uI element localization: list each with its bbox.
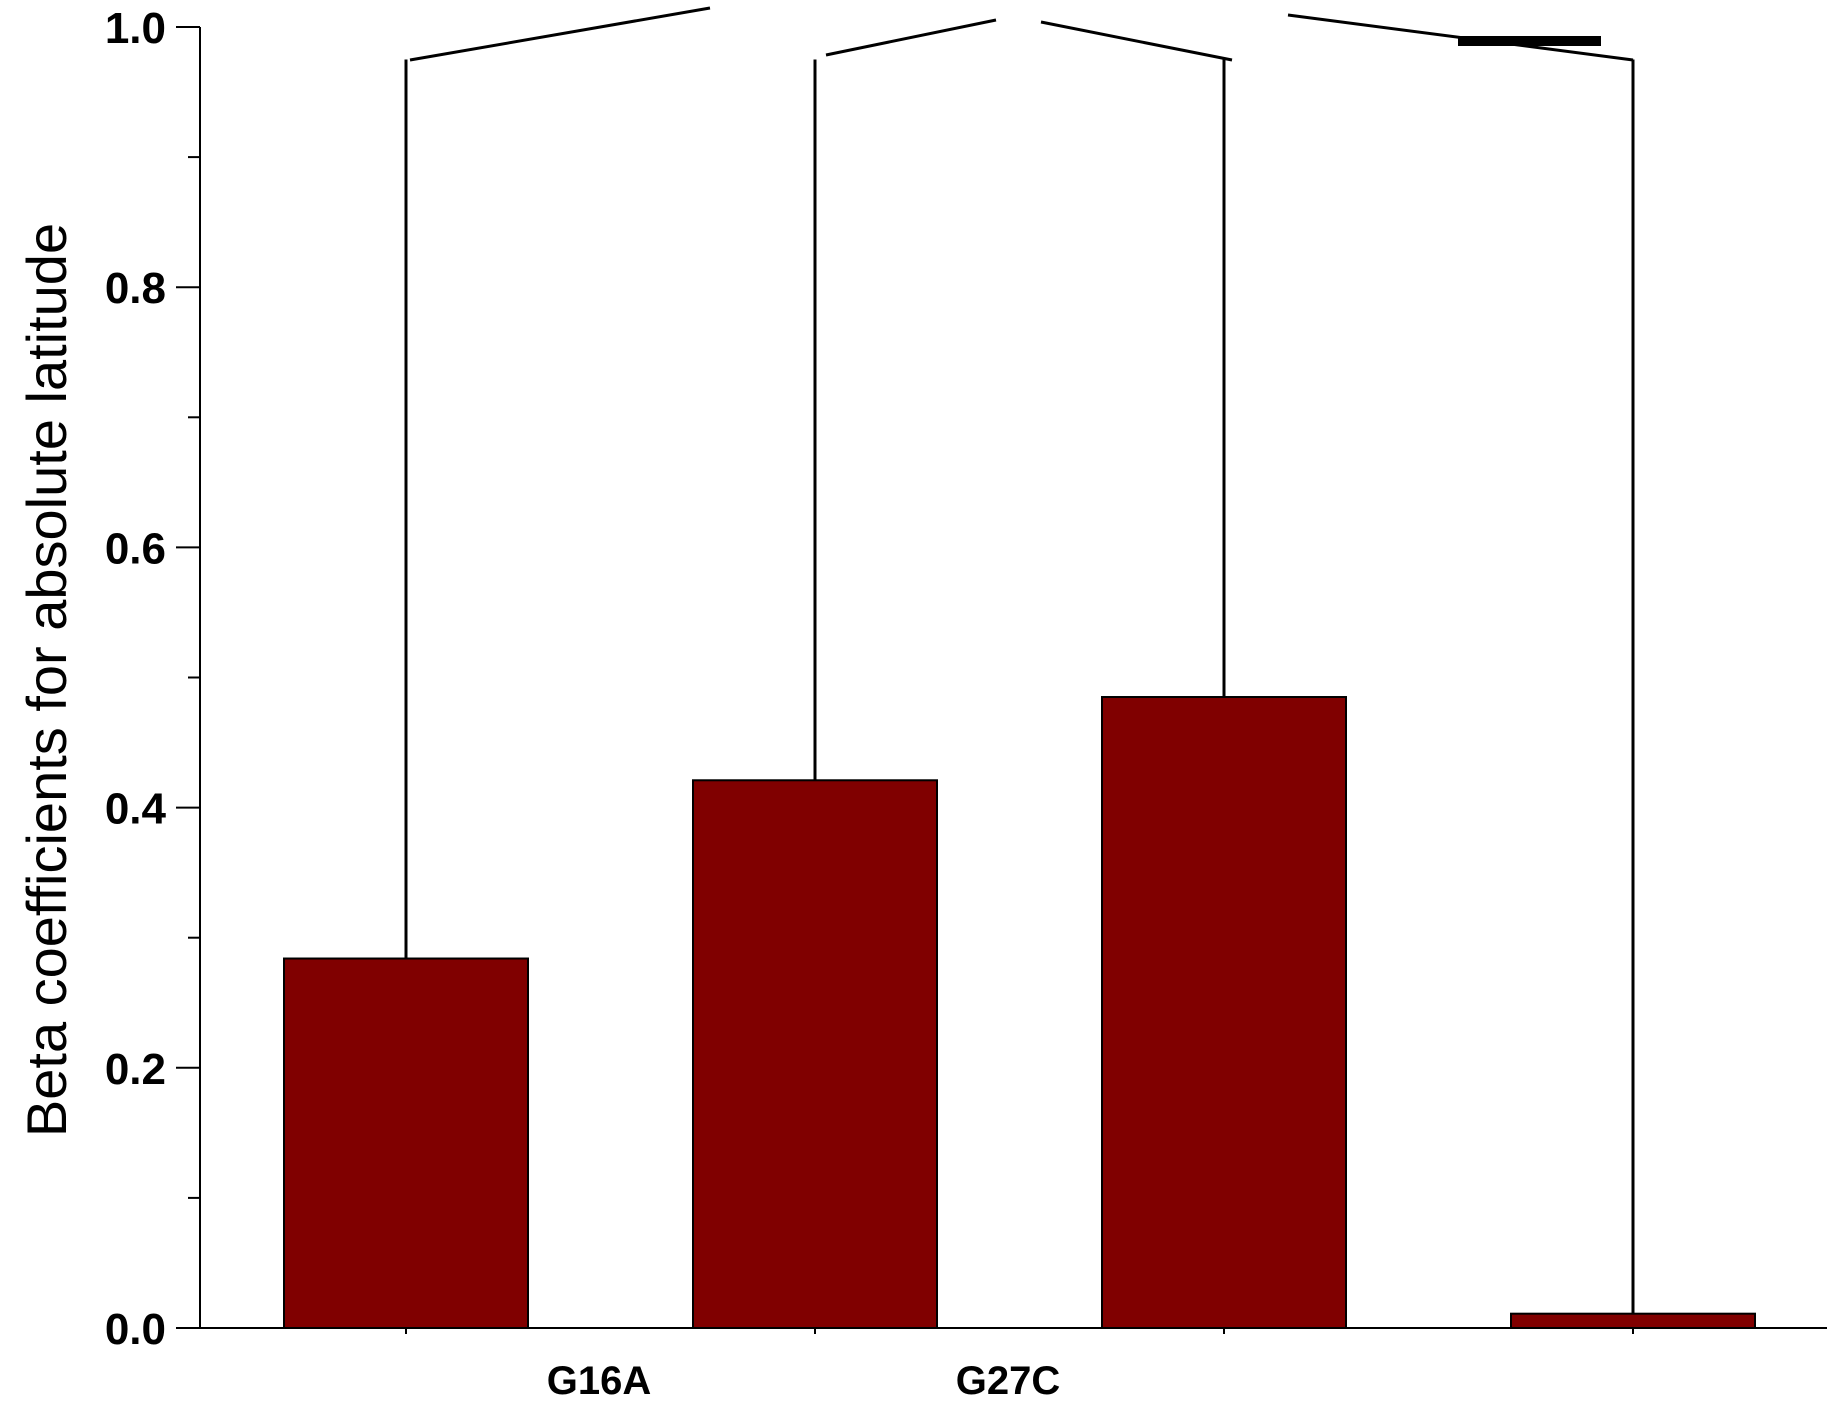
- y-tick-label: 0.2: [105, 1045, 166, 1094]
- bar: [1101, 696, 1347, 1329]
- y-tick-label: 0.4: [105, 785, 167, 834]
- error-cap-segment: [825, 18, 997, 57]
- bar: [283, 957, 529, 1329]
- y-tick-label: 0.8: [105, 264, 166, 313]
- y-axis: 0.0 0.2 0.4 0.6 0.8 1.0: [105, 4, 201, 1354]
- y-axis-title: Beta coefficients for absolute latitude: [15, 223, 78, 1137]
- y-tick-label: 0.6: [105, 524, 166, 573]
- y-tick-label: 1.0: [105, 4, 166, 53]
- error-cap-segment: [409, 6, 711, 62]
- x-tick-label: G27C: [956, 1359, 1061, 1403]
- error-bar-caps: [409, 6, 1634, 62]
- x-axis: G16A G27C: [200, 1327, 1827, 1403]
- bars: [283, 696, 1756, 1329]
- bar: [1510, 1312, 1756, 1329]
- bar: [692, 779, 938, 1329]
- x-tick-label: G16A: [547, 1359, 652, 1403]
- error-bars: [404, 59, 1635, 1314]
- y-tick-label: 0.0: [105, 1305, 166, 1354]
- error-cap-segment: [1040, 20, 1233, 62]
